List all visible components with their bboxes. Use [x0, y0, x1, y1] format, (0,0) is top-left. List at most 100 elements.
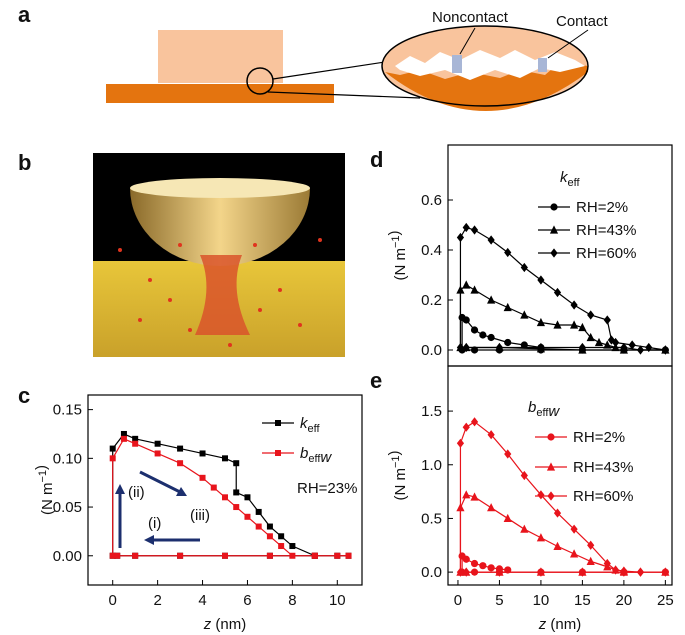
series-line: [459, 284, 666, 351]
marker: [233, 489, 240, 496]
marker: [487, 503, 496, 512]
marker: [495, 567, 504, 577]
legend-marker: [550, 203, 558, 211]
marker: [520, 341, 528, 349]
marker: [177, 460, 184, 467]
x-tick-label: 6: [243, 592, 251, 609]
legend-marker: [275, 450, 281, 456]
marker: [255, 508, 262, 515]
marker: [222, 494, 228, 501]
marker: [177, 445, 184, 452]
marker: [470, 492, 479, 501]
marker: [537, 342, 545, 353]
marker: [520, 470, 528, 481]
marker: [345, 552, 352, 559]
marker: [587, 310, 595, 320]
marker: [462, 342, 470, 353]
marker: [587, 540, 595, 550]
annotation: RH=23%: [297, 480, 357, 497]
x-axis-label: z (nm): [538, 616, 582, 633]
legend-label: keff: [300, 415, 320, 435]
marker: [553, 541, 562, 550]
marker: [504, 338, 512, 347]
marker: [503, 302, 512, 312]
marker: [334, 552, 341, 559]
marker: [594, 337, 604, 347]
x-tick-label: 0: [454, 592, 462, 609]
panel-b-image: [93, 153, 345, 357]
marker: [620, 342, 628, 353]
legend-label: RH=60%: [576, 245, 636, 262]
arrows: [115, 470, 200, 548]
y-axis-label: (N m−1): [386, 450, 409, 500]
marker: [603, 340, 612, 349]
legend-label: RH=60%: [573, 488, 633, 505]
marker: [586, 556, 595, 565]
x-tick-label: 25: [657, 592, 674, 609]
plot-frame: [87, 394, 363, 586]
marker: [578, 567, 586, 577]
legend-marker: [549, 225, 559, 234]
annotation: (i): [148, 515, 161, 532]
y-tick-label: 0.10: [53, 450, 82, 467]
marker: [628, 340, 636, 350]
annotation: (ii): [128, 484, 145, 501]
marker: [456, 567, 465, 577]
marker: [479, 331, 487, 339]
marker: [132, 440, 139, 447]
marker: [462, 316, 470, 324]
marker: [520, 262, 528, 273]
x-tick-label: 20: [616, 592, 633, 609]
y-tick-label: 0.15: [53, 402, 82, 419]
marker: [553, 287, 562, 298]
marker: [199, 474, 206, 481]
marker: [470, 285, 479, 294]
marker: [487, 430, 495, 440]
marker: [462, 222, 470, 233]
x-tick-label: 15: [574, 592, 591, 609]
marker: [520, 524, 529, 533]
x-tick-label: 5: [495, 592, 503, 609]
marker: [233, 460, 240, 467]
x-tick-label: 0: [109, 592, 117, 609]
marker: [462, 422, 470, 432]
x-tick-label: 8: [288, 592, 296, 609]
marker: [620, 566, 628, 576]
marker: [470, 417, 479, 427]
marker: [462, 490, 471, 499]
panel-label: a: [18, 2, 31, 27]
marker: [109, 445, 116, 452]
marker: [661, 345, 669, 355]
marker: [255, 523, 262, 530]
y-tick-label: 0.5: [421, 510, 442, 527]
marker: [154, 450, 161, 457]
marker: [570, 300, 578, 310]
marker: [536, 317, 546, 327]
marker: [603, 315, 611, 325]
legend-marker: [547, 433, 555, 441]
marker: [487, 295, 496, 304]
marker: [289, 552, 296, 559]
marker: [578, 322, 587, 332]
marker: [289, 543, 296, 550]
legend-marker: [550, 248, 558, 258]
marker: [266, 523, 273, 530]
plot-frame: [447, 365, 673, 586]
marker: [470, 559, 479, 568]
marker: [244, 494, 251, 501]
legend-title: keff: [560, 169, 580, 189]
marker: [244, 513, 251, 520]
marker: [661, 567, 669, 577]
y-tick-label: 0.2: [421, 292, 442, 309]
marker: [503, 513, 512, 523]
marker: [645, 342, 653, 353]
marker: [586, 332, 595, 342]
marker: [537, 275, 545, 285]
marker: [456, 232, 465, 243]
marker: [520, 310, 529, 319]
marker: [132, 435, 139, 442]
marker: [570, 320, 579, 329]
legend-marker: [275, 420, 281, 426]
panel-label: b: [18, 150, 31, 175]
